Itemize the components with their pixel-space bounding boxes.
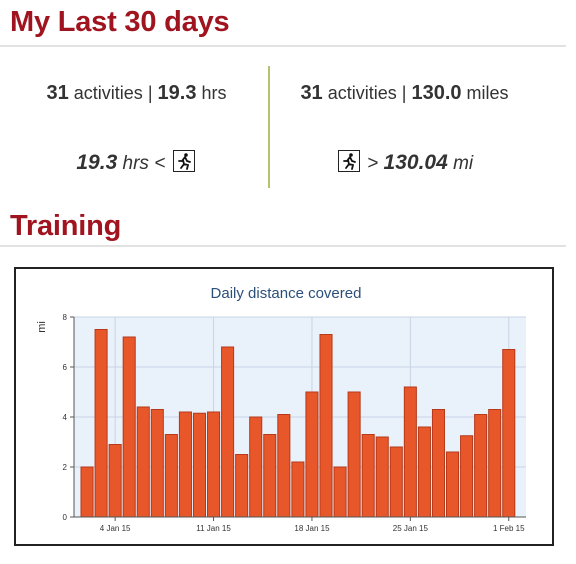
compare-operator: > xyxy=(367,153,378,174)
x-tick-label: 4 Jan 15 xyxy=(100,524,131,533)
bar xyxy=(390,447,402,517)
compare-miles-unit: mi xyxy=(453,153,473,174)
bar xyxy=(461,436,473,517)
separator: | xyxy=(402,83,407,103)
runner-icon xyxy=(173,150,195,172)
distance-comparison: > 130.04 mi xyxy=(272,150,537,175)
bar xyxy=(348,392,360,517)
activities-label: activities xyxy=(328,83,397,103)
bar xyxy=(165,435,177,518)
bar xyxy=(95,330,107,518)
chart-title: Daily distance covered xyxy=(211,285,362,302)
training-chart: Daily distance covered mi 0 2 4 6 8 4 Jan 15 1… xyxy=(14,267,554,546)
page-title: My Last 30 days xyxy=(10,6,229,39)
training-title: Training xyxy=(10,210,121,243)
x-tick-label: 25 Jan 15 xyxy=(393,524,429,533)
training-divider xyxy=(0,245,566,247)
bar xyxy=(418,427,430,517)
x-tick-label: 11 Jan 15 xyxy=(196,524,231,533)
bar xyxy=(292,462,304,517)
bar xyxy=(236,455,248,518)
activities-count: 31 xyxy=(300,82,322,104)
bar xyxy=(109,445,121,518)
stats-panel: 31 activities | 19.3 hrs 19.3 hrs < 31 a… xyxy=(0,66,576,188)
bar xyxy=(376,437,388,517)
bar xyxy=(208,412,220,517)
bar xyxy=(151,410,163,518)
title-divider xyxy=(0,45,566,47)
y-axis-label: mi xyxy=(36,321,48,333)
time-summary: 31 activities | 19.3 hrs xyxy=(4,82,269,105)
runner-icon xyxy=(338,150,360,172)
bar xyxy=(489,410,501,518)
separator: | xyxy=(148,83,153,103)
y-tick-label: 6 xyxy=(63,363,68,372)
compare-miles-value: 130.04 xyxy=(384,151,448,174)
bar xyxy=(446,452,458,517)
bar xyxy=(137,407,149,517)
activities-label: activities xyxy=(74,83,143,103)
hours-unit: hrs xyxy=(201,83,226,103)
time-stats: 31 activities | 19.3 hrs 19.3 hrs < xyxy=(4,66,269,188)
y-tick-label: 8 xyxy=(63,313,68,322)
bar xyxy=(264,435,276,518)
bar xyxy=(475,415,487,518)
bar xyxy=(278,415,290,518)
bar xyxy=(306,392,318,517)
miles-unit: miles xyxy=(467,83,509,103)
bar xyxy=(179,412,191,517)
time-comparison: 19.3 hrs < xyxy=(4,150,269,175)
plot-area: 0 2 4 6 8 4 Jan 15 11 Jan 15 18 Jan 15 25 Jan 15… xyxy=(63,313,526,533)
compare-hours-unit: hrs xyxy=(123,153,149,174)
bar xyxy=(81,467,93,517)
hours-value: 19.3 xyxy=(158,82,197,104)
activities-count: 31 xyxy=(47,82,69,104)
bar xyxy=(404,387,416,517)
distance-chart-svg: Daily distance covered mi 0 2 4 6 8 4 Jan 15 1… xyxy=(16,269,552,544)
distance-summary: 31 activities | 130.0 miles xyxy=(272,82,537,105)
compare-hours-value: 19.3 xyxy=(76,151,117,174)
miles-value: 130.0 xyxy=(411,82,461,104)
bar xyxy=(334,467,346,517)
bar xyxy=(362,435,374,518)
bar xyxy=(123,337,135,517)
y-tick-label: 2 xyxy=(63,463,68,472)
x-tick-label: 1 Feb 15 xyxy=(493,524,525,533)
distance-stats: 31 activities | 130.0 miles > 130.04 mi xyxy=(272,66,537,188)
bar xyxy=(193,413,205,517)
bar xyxy=(503,350,515,518)
compare-operator: < xyxy=(154,153,165,174)
y-tick-label: 4 xyxy=(63,413,68,422)
bar xyxy=(222,347,234,517)
bar xyxy=(320,335,332,518)
stats-divider xyxy=(268,66,270,188)
bar xyxy=(250,417,262,517)
bar xyxy=(432,410,444,518)
y-tick-label: 0 xyxy=(63,513,68,522)
x-tick-label: 18 Jan 15 xyxy=(294,524,330,533)
